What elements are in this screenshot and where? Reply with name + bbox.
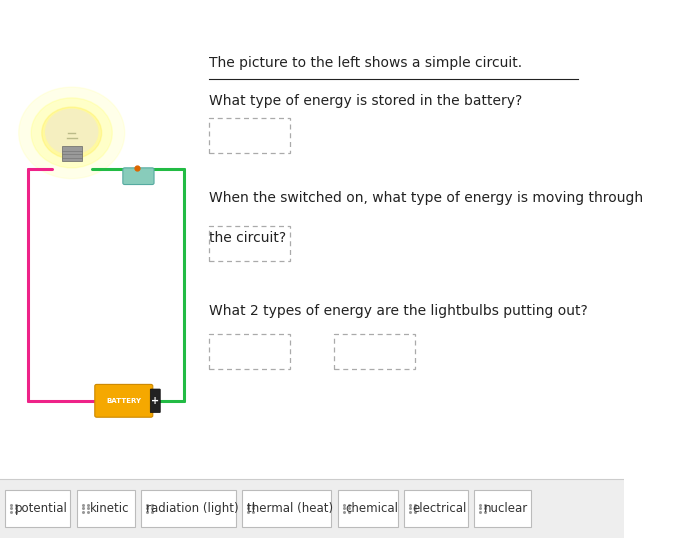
- Circle shape: [19, 87, 125, 179]
- Text: the circuit?: the circuit?: [209, 231, 286, 245]
- FancyBboxPatch shape: [338, 490, 398, 527]
- Text: What 2 types of energy are the lightbulbs putting out?: What 2 types of energy are the lightbulb…: [209, 304, 588, 318]
- Circle shape: [31, 98, 112, 168]
- FancyBboxPatch shape: [123, 168, 154, 185]
- FancyBboxPatch shape: [0, 479, 623, 538]
- FancyBboxPatch shape: [150, 389, 161, 413]
- Text: electrical: electrical: [413, 502, 467, 515]
- Text: +: +: [151, 396, 159, 406]
- Text: thermal (heat): thermal (heat): [247, 502, 333, 515]
- FancyBboxPatch shape: [5, 490, 70, 527]
- Text: chemical: chemical: [346, 502, 398, 515]
- Circle shape: [42, 107, 102, 159]
- FancyBboxPatch shape: [242, 490, 331, 527]
- FancyBboxPatch shape: [141, 490, 236, 527]
- FancyBboxPatch shape: [77, 490, 135, 527]
- Text: kinetic: kinetic: [90, 502, 130, 515]
- FancyBboxPatch shape: [404, 490, 468, 527]
- FancyBboxPatch shape: [61, 146, 82, 161]
- FancyBboxPatch shape: [95, 384, 153, 417]
- Text: When the switched on, what type of energy is moving through: When the switched on, what type of energ…: [209, 191, 643, 205]
- Text: What type of energy is stored in the battery?: What type of energy is stored in the bat…: [209, 94, 522, 108]
- Text: potential: potential: [15, 502, 68, 515]
- Circle shape: [45, 109, 98, 154]
- Text: BATTERY: BATTERY: [106, 398, 141, 404]
- Text: radiation (light): radiation (light): [146, 502, 239, 515]
- FancyBboxPatch shape: [474, 490, 531, 527]
- Text: The picture to the left shows a simple circuit.: The picture to the left shows a simple c…: [209, 56, 522, 70]
- Text: nuclear: nuclear: [484, 502, 528, 515]
